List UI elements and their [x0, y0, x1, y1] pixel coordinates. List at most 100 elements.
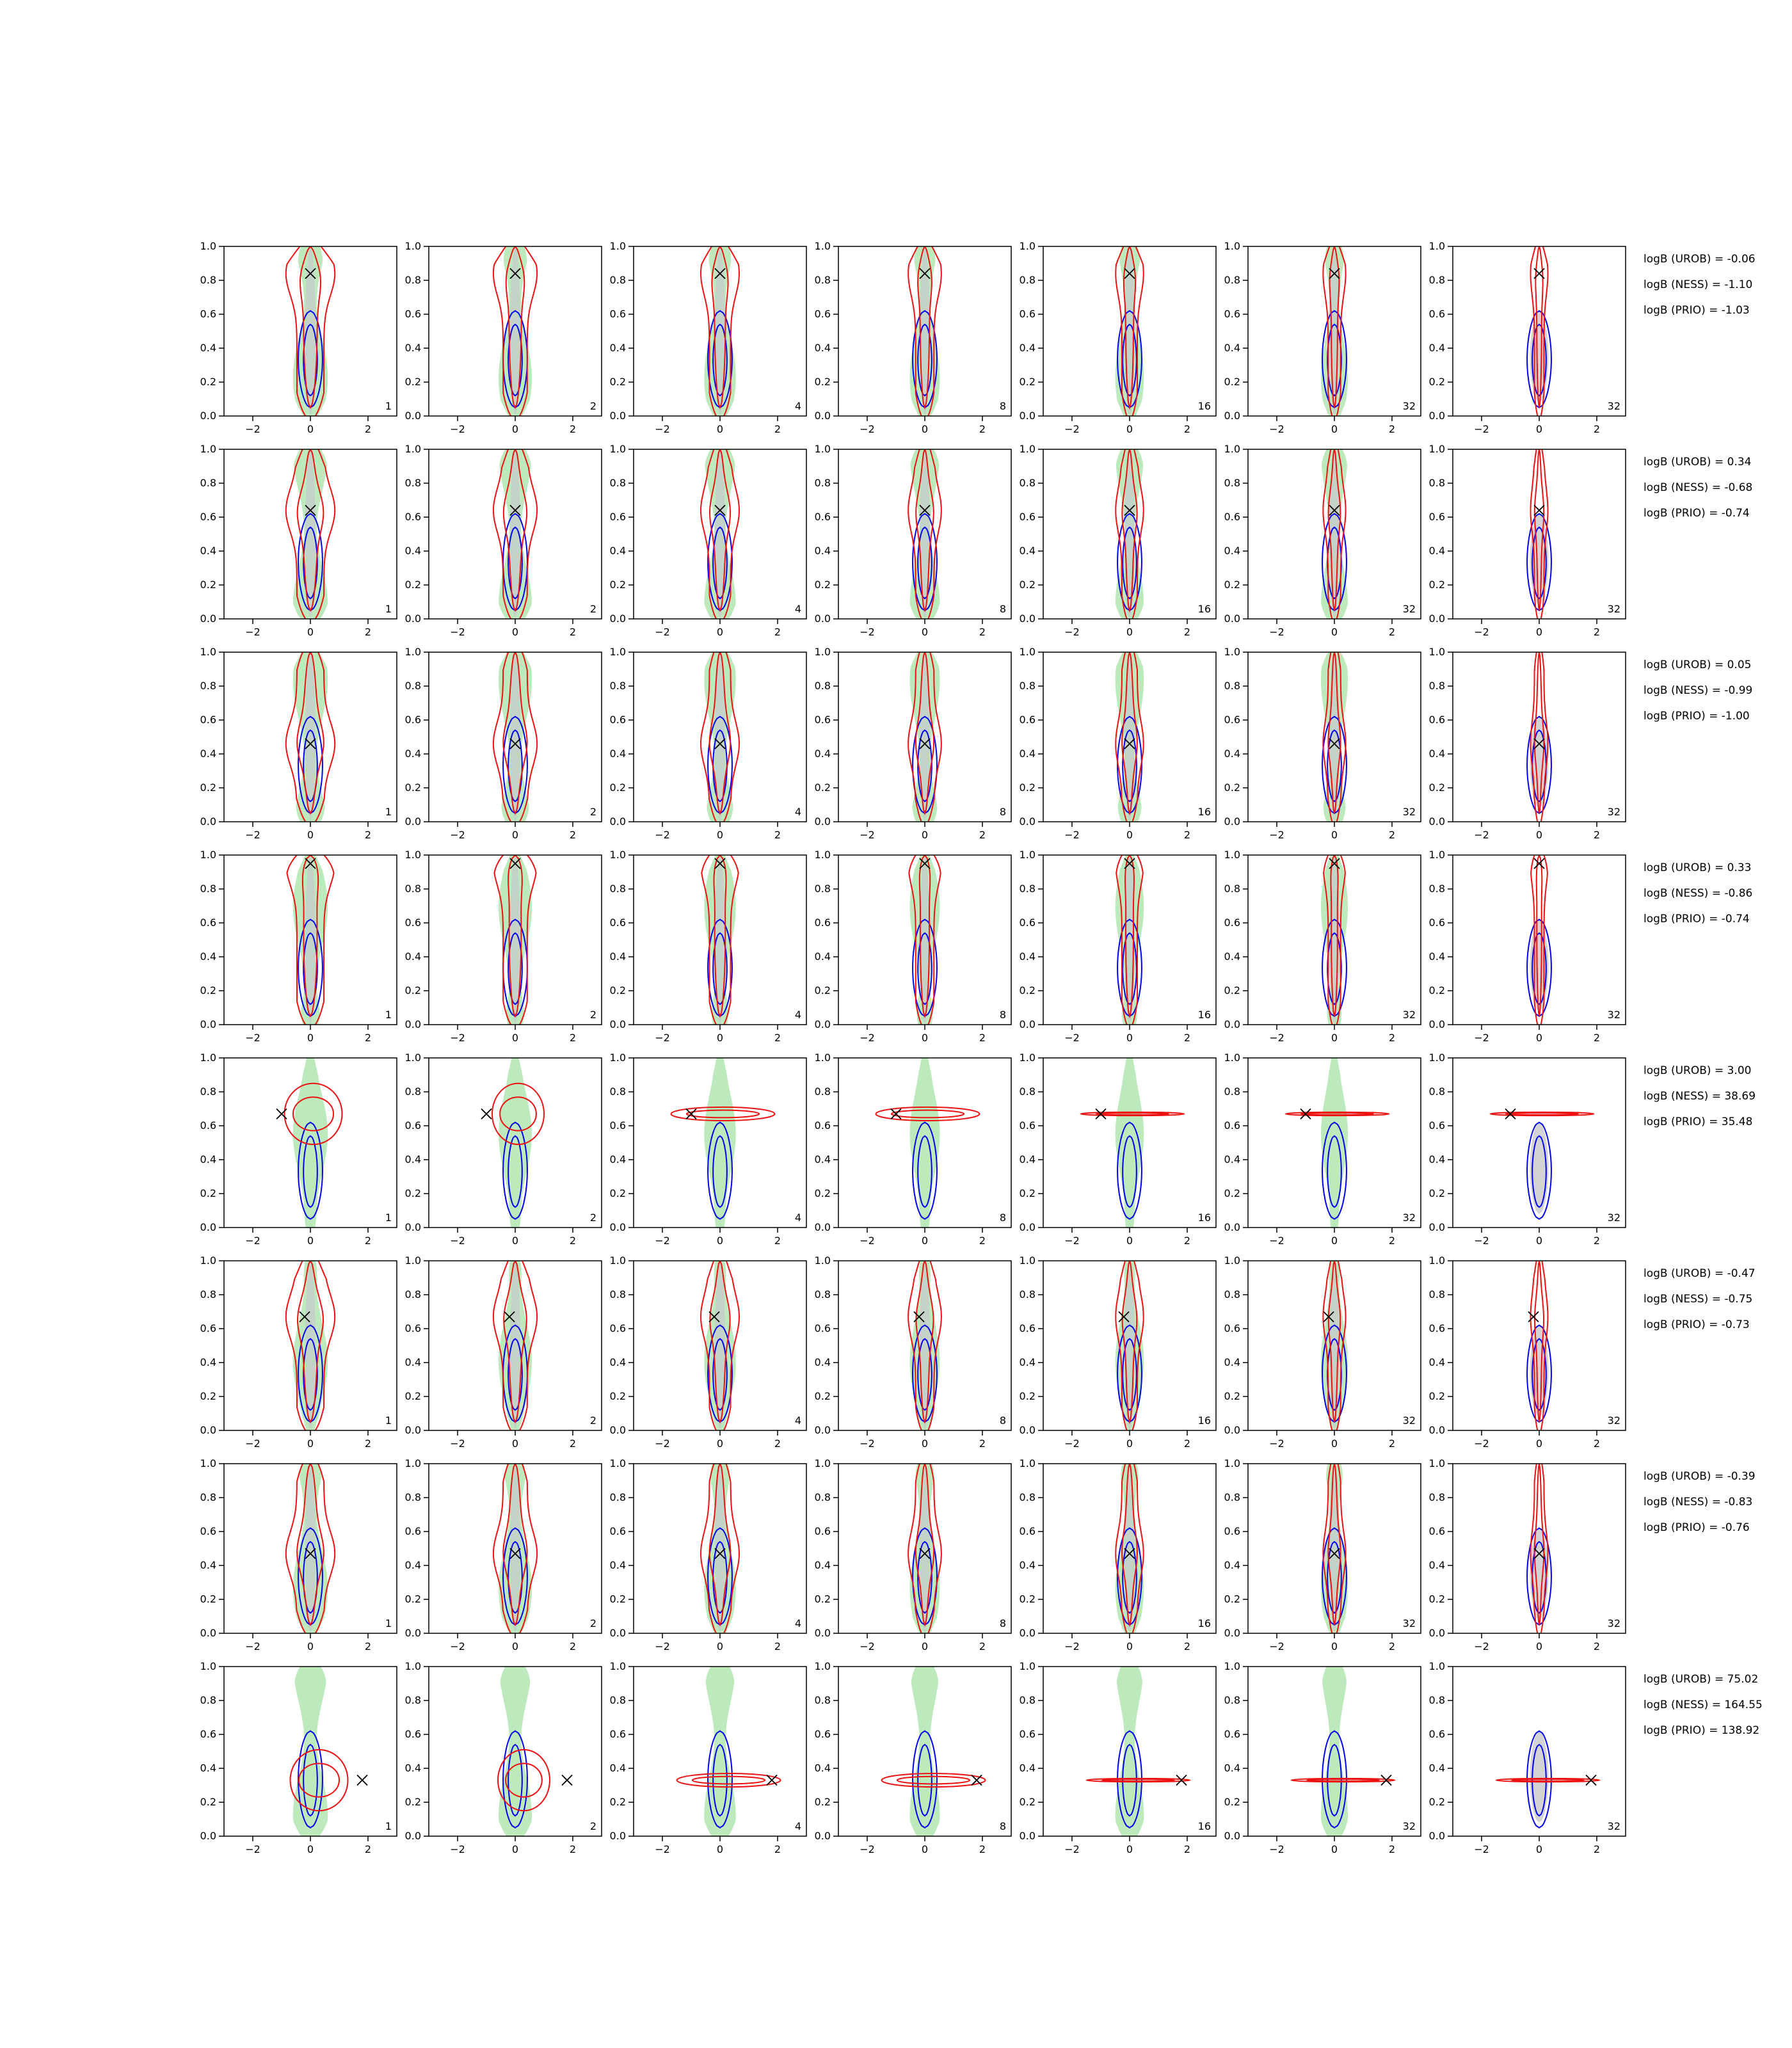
- y-tick-label: 0.8: [1224, 883, 1240, 895]
- panel-contours: [1115, 855, 1144, 1025]
- x-tick-label: 2: [774, 1032, 781, 1044]
- x-tick-label: 0: [1126, 1843, 1133, 1855]
- panel-r4-c1: 0.0 0.2 0.4 0.6 0.8 1.0 −2 0 2 1: [200, 849, 397, 1044]
- x-tick-label: −2: [1269, 423, 1284, 435]
- red-contour-outer: [1290, 1777, 1396, 1783]
- x-tick-label: 0: [1331, 829, 1338, 841]
- y-tick-label: 1.0: [815, 1052, 831, 1064]
- red-contour-outer: [1530, 246, 1549, 416]
- panel-label: 2: [590, 1414, 596, 1427]
- blue-contour-inner: [917, 932, 932, 1005]
- y-tick-label: 0.0: [1429, 410, 1445, 422]
- blue-contour-outer: [707, 310, 733, 409]
- red-contour-inner: [502, 1464, 528, 1627]
- x-tick-label: 2: [1594, 626, 1600, 638]
- blue-contour-inner: [1532, 1540, 1547, 1614]
- y-tick-label: 0.8: [1224, 1288, 1240, 1300]
- panel-contours: [1115, 1261, 1144, 1430]
- blue-contour-outer: [1117, 513, 1142, 612]
- blue-contour-outer: [912, 1324, 938, 1423]
- panel-r7-c1: 0.0 0.2 0.4 0.6 0.8 1.0 −2 0 2 1: [200, 1457, 397, 1652]
- y-tick-label: 1.0: [1020, 1254, 1036, 1267]
- y-tick-label: 0.8: [815, 477, 831, 489]
- y-tick-label: 1.0: [1224, 1052, 1240, 1064]
- true-value-marker: [305, 858, 316, 869]
- y-tick-label: 0.6: [405, 1728, 421, 1740]
- y-tick-label: 0.6: [1429, 916, 1445, 929]
- panel-label: 4: [795, 1414, 801, 1427]
- x-tick-label: −2: [1064, 1032, 1080, 1044]
- x-tick-label: 0: [512, 1437, 518, 1450]
- y-tick-label: 0.6: [405, 511, 421, 523]
- red-contour-outer: [700, 449, 740, 619]
- x-tick-label: 0: [512, 1640, 518, 1652]
- panel-r7-c4: 0.0 0.2 0.4 0.6 0.8 1.0 −2 0 2 8: [815, 1457, 1012, 1652]
- red-contour-inner: [1121, 1261, 1138, 1425]
- reference-core: [714, 1261, 726, 1430]
- reference-density: [909, 1667, 940, 1836]
- y-tick-label: 0.8: [1020, 883, 1036, 895]
- panel-label: 32: [1608, 1414, 1620, 1427]
- y-tick-label: 0.6: [1429, 511, 1445, 523]
- y-tick-label: 0.8: [610, 1491, 626, 1503]
- red-contour-outer: [284, 1082, 343, 1146]
- blue-contour-inner: [1122, 932, 1137, 1005]
- y-tick-label: 0.2: [1429, 1187, 1445, 1199]
- y-tick-label: 0.8: [405, 1288, 421, 1300]
- y-tick-label: 0.6: [1224, 1728, 1240, 1740]
- y-tick-label: 0.6: [405, 1322, 421, 1334]
- true-value-marker: [1533, 504, 1545, 516]
- x-tick-label: 0: [307, 626, 314, 638]
- y-tick-label: 0.4: [1020, 1762, 1036, 1774]
- panel-contours: [670, 1058, 776, 1228]
- y-tick-label: 0.0: [1020, 410, 1036, 422]
- x-tick-label: 0: [1536, 423, 1542, 435]
- panel-contours: [1321, 1464, 1348, 1633]
- y-tick-label: 0.4: [405, 1559, 421, 1571]
- panel-label: 4: [795, 1820, 801, 1832]
- y-tick-label: 0.8: [1224, 1491, 1240, 1503]
- x-tick-label: 0: [922, 829, 928, 841]
- y-tick-label: 0.6: [610, 714, 626, 726]
- panel-contours: [1085, 1667, 1191, 1836]
- x-tick-label: −2: [450, 1640, 465, 1652]
- y-tick-label: 1.0: [405, 646, 421, 658]
- y-tick-label: 0.8: [815, 1491, 831, 1503]
- y-tick-label: 0.0: [1429, 612, 1445, 625]
- red-contour-inner: [503, 1261, 527, 1424]
- y-tick-label: 0.6: [1224, 1322, 1240, 1334]
- x-tick-label: 2: [979, 829, 986, 841]
- panel-r4-c6: 0.0 0.2 0.4 0.6 0.8 1.0 −2 0 2 32: [1224, 849, 1421, 1044]
- blue-contour-inner: [1532, 1743, 1547, 1817]
- x-tick-label: 0: [512, 1032, 518, 1044]
- blue-contour-inner: [1122, 1338, 1137, 1411]
- x-tick-label: 2: [1389, 1843, 1395, 1855]
- true-value-marker: [1095, 1108, 1107, 1120]
- y-tick-label: 0.0: [1429, 1424, 1445, 1436]
- reference-core: [919, 1261, 931, 1430]
- y-tick-label: 0.0: [1224, 1830, 1240, 1842]
- true-value-marker: [305, 738, 316, 749]
- true-value-marker: [1329, 1548, 1340, 1560]
- x-tick-label: 2: [570, 1032, 576, 1044]
- blue-contour-inner: [712, 932, 728, 1005]
- blue-contour-outer: [912, 513, 938, 612]
- y-tick-label: 1.0: [1020, 1660, 1036, 1672]
- true-value-marker: [1528, 1311, 1539, 1323]
- panel-label: 4: [795, 1212, 801, 1224]
- x-tick-label: 0: [717, 423, 723, 435]
- panel-label: 32: [1403, 1617, 1416, 1629]
- y-tick-label: 0.0: [1224, 1424, 1240, 1436]
- red-contour-outer: [1115, 652, 1144, 822]
- y-tick-label: 0.8: [1020, 1491, 1036, 1503]
- x-tick-label: −2: [245, 829, 260, 841]
- red-contour-outer: [492, 1464, 538, 1633]
- true-value-marker: [1329, 268, 1340, 280]
- y-tick-label: 0.8: [815, 274, 831, 286]
- x-tick-label: 0: [1331, 1843, 1338, 1855]
- red-contour-outer: [1322, 1464, 1347, 1633]
- x-tick-label: 0: [922, 1032, 928, 1044]
- panel-r6-c5: 0.0 0.2 0.4 0.6 0.8 1.0 −2 0 2 16: [1020, 1254, 1217, 1450]
- y-tick-label: 0.4: [1429, 748, 1445, 760]
